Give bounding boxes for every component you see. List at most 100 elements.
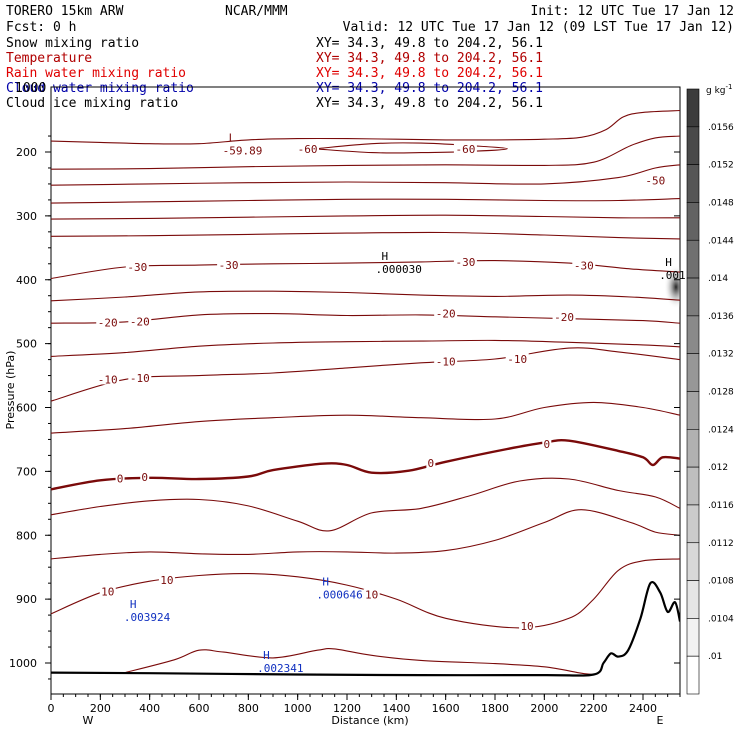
colorbar-unit-text: g kg [706,86,726,96]
contour-label-20: 10 [160,574,173,587]
colorbar-swatch-7 [686,353,700,392]
contour-label-15: 0 [117,472,124,485]
field-name-4: Cloud ice mixing ratio [6,96,178,111]
colorbar-swatch-6 [686,315,700,354]
extremum-value-0: -59.89 [223,145,263,158]
colorbar-unit-exponent: -1 [726,83,733,91]
contour-label-9: -20 [436,308,456,321]
contour-label-22: 10 [520,620,533,633]
colorbar-swatch-11 [686,504,700,544]
isotherm-2 [51,135,680,170]
contour-label-2: -50 [645,175,665,188]
contour-label-bg-15 [115,472,125,484]
colorbar-label-2: .0148 [708,198,734,208]
colorbar-label-3: .0144 [708,236,734,246]
contour-label-bg-3 [125,260,149,272]
colorbar-swatch-14 [686,618,700,657]
x-tick-label-0: 0 [48,702,55,715]
contour-label-bg-0 [296,142,320,154]
terrain-line [51,581,680,677]
extremum-kind-0: L [229,132,236,145]
contour-label-bg-22 [519,619,536,631]
extremum-value-2: .0011 [659,269,692,282]
overlap-number: 1000 [15,81,46,96]
contour-label-3: -30 [127,261,147,274]
y-axis-label: Pressure (hPa) [4,351,17,430]
extremum-value-4: .000646 [316,589,362,602]
contour-label-16: 0 [141,471,148,484]
contour-label-10: -20 [554,311,574,324]
isotherm-5 [51,214,680,220]
contour-label-bg-7 [96,316,120,328]
contour-label-bg-10 [552,310,576,322]
contour-label-bg-11 [96,373,120,385]
x-tick-label-9: 1800 [481,702,509,715]
colorbar-swatch-5 [686,277,700,317]
isotherm-8 [51,290,680,302]
contour-label-7: -20 [98,317,118,330]
contour-label-bg-21 [363,588,380,600]
isotherm-0 [314,142,508,154]
field-name-0: Snow mixing ratio [6,36,139,51]
isotherm-13 [51,439,680,491]
x-tick-label-8: 1600 [432,702,460,715]
contour-label-8: -20 [130,315,150,328]
colorbar-label-10: .0116 [708,501,734,511]
terrain-layer [51,581,680,677]
extremum-kind-4: H [322,576,329,589]
isotherm-4 [51,198,680,204]
contour-label-bg-12 [128,372,152,384]
colorbar-swatch-12 [686,542,700,581]
extrema-labels: L-59.89H.000030H.0011H.003924H.000646H.0… [124,132,692,675]
extremum-value-3: .003924 [124,611,171,624]
contour-label-1: -60 [455,143,475,156]
isotherm-10 [51,339,680,357]
colorbar-label-6: .0132 [708,350,734,360]
colorbar: .0156 .0152 .0148 .0144 .014 .0136 .0132 .0128.… [686,88,734,695]
colorbar-label-7: .0128 [708,388,734,398]
field-name-2: Rain water mixing ratio [6,66,186,81]
contour-label-bg-17 [426,457,436,469]
contour-label-4: -30 [219,259,239,272]
model-label: TORERO 15km ARW [6,4,124,19]
isotherm-9 [51,313,680,324]
field-name-3: Cloud water mixing ratio [6,81,194,96]
isotherm-11 [51,347,680,402]
isotherm-17 [124,648,594,676]
x-tick-label-2: 400 [139,702,160,715]
extremum-value-1: .000030 [376,263,422,276]
contour-label-bg-1 [453,142,477,154]
isotherm-6 [51,231,680,240]
contour-label-bg-8 [128,315,152,327]
plot-frame [50,86,681,695]
x-tick-label-7: 1400 [382,702,410,715]
colorbar-label-5: .0136 [708,312,734,322]
contour-label-bg-9 [434,307,458,319]
x-tick-label-10: 2000 [530,702,558,715]
field-xy-2: XY= 34.3, 49.8 to 204.2, 56.1 [316,66,543,81]
x-tick-label-3: 600 [189,702,210,715]
colorbar-label-4: .014 [708,274,728,284]
isotherm-15 [51,509,680,560]
forecast-label: Fcst: 0 h [6,20,76,35]
contour-label-bg-16 [140,471,150,483]
field-xy-4: XY= 34.3, 49.8 to 204.2, 56.1 [316,96,543,111]
x-tick-label-5: 1000 [284,702,312,715]
colorbar-label-1: .0152 [708,161,734,171]
y-tick-label-3: 500 [16,338,37,351]
contour-label-bg-13 [434,355,458,367]
contour-label-bg-19 [99,585,116,597]
y-tick-label-0: 200 [16,146,37,159]
contour-label-bg-6 [572,259,596,271]
isotherm-14 [51,477,680,532]
contour-label-19: 10 [101,585,114,598]
x-axis-west-label: W [83,714,94,727]
contour-label-17: 0 [428,457,435,470]
center-label: NCAR/MMM [225,4,288,19]
isotherm-1 [51,109,680,145]
colorbar-label-9: .012 [708,463,728,473]
contour-label-13: -10 [436,356,456,369]
contour-label-21: 10 [365,589,378,602]
contour-label-0: -60 [298,143,318,156]
